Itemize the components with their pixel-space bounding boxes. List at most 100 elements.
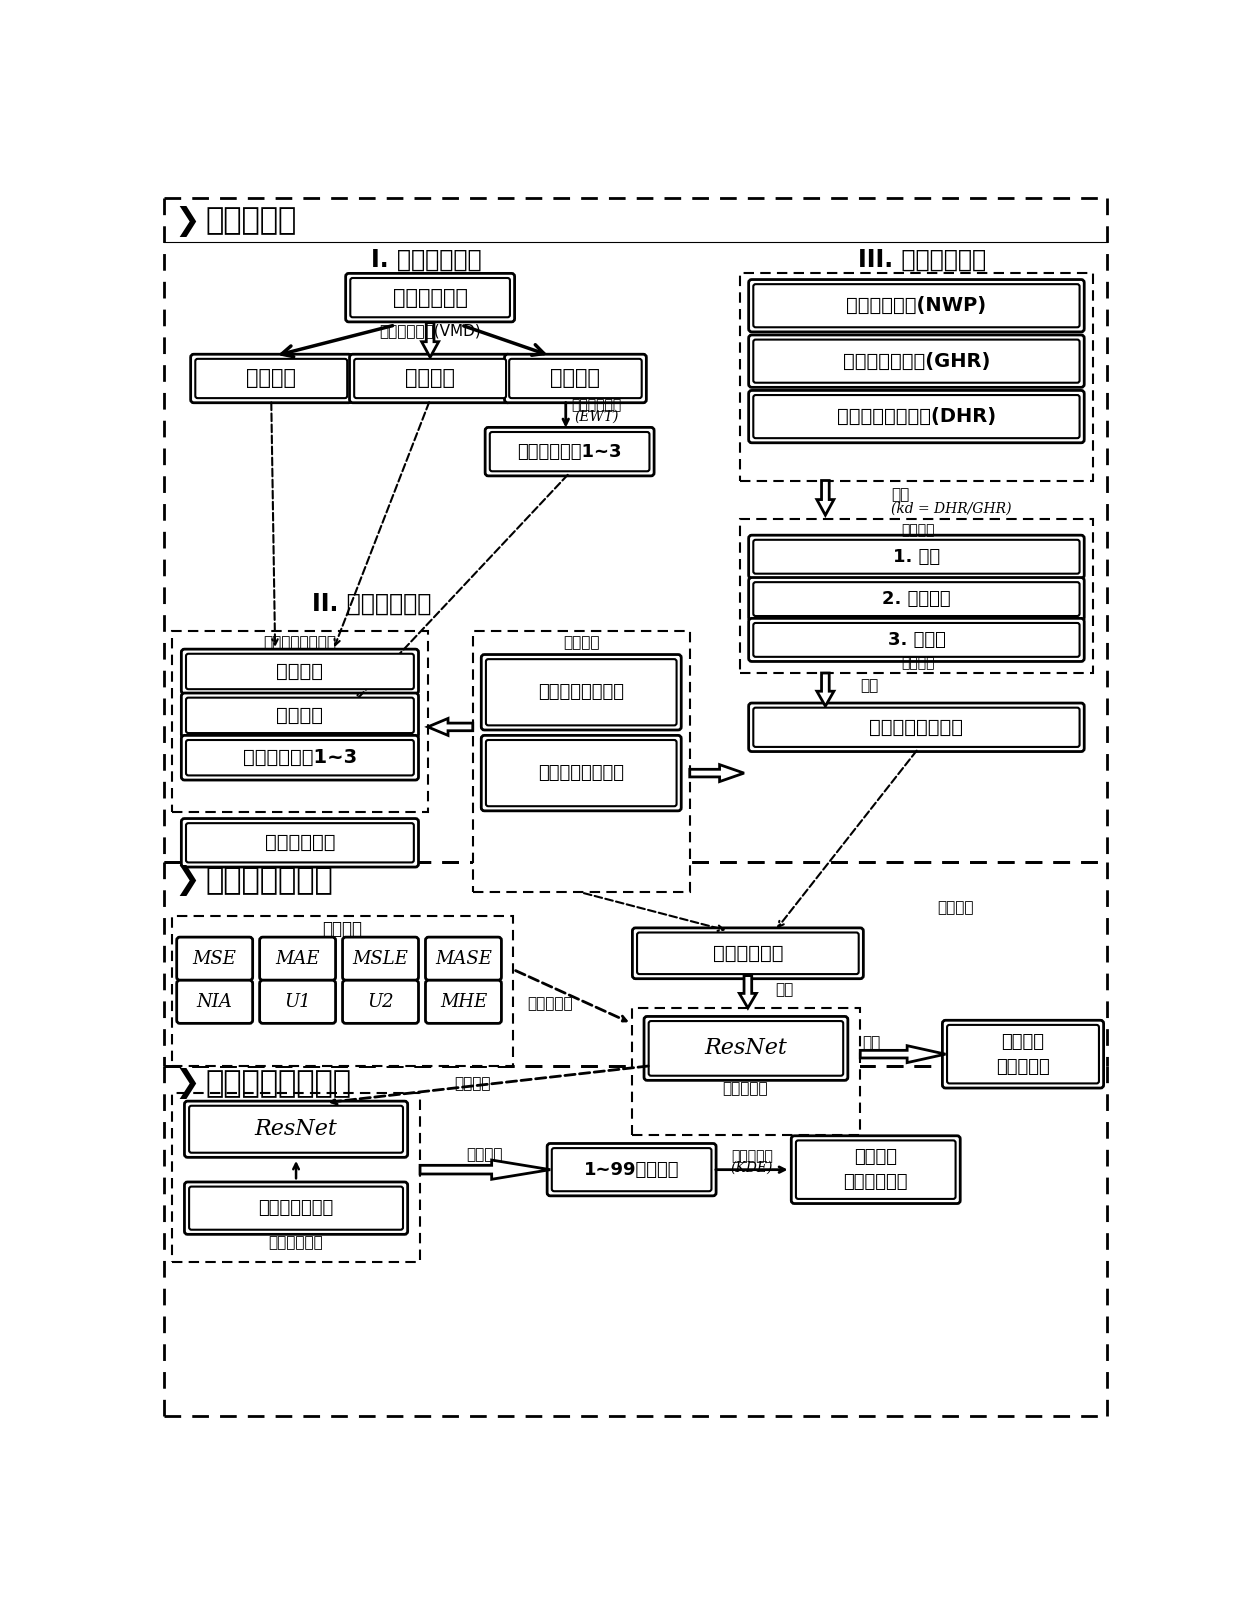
Text: 周期分量: 周期分量: [405, 369, 455, 388]
Bar: [740, 273, 1092, 481]
FancyBboxPatch shape: [791, 1136, 960, 1203]
FancyBboxPatch shape: [749, 577, 1084, 620]
FancyBboxPatch shape: [259, 936, 336, 980]
Text: U1: U1: [284, 992, 311, 1012]
Text: I. 光伏序列分解: I. 光伏序列分解: [371, 248, 481, 272]
FancyBboxPatch shape: [644, 1016, 848, 1080]
Text: 分位数损失函数: 分位数损失函数: [258, 1198, 334, 1218]
FancyBboxPatch shape: [749, 390, 1084, 443]
Text: 平稳随机分量1~3: 平稳随机分量1~3: [243, 748, 357, 767]
Text: 光伏功率
概率预测结果: 光伏功率 概率预测结果: [843, 1147, 908, 1191]
Polygon shape: [739, 976, 756, 1008]
Text: 趋势分量: 趋势分量: [277, 662, 324, 681]
Text: NIA: NIA: [197, 992, 233, 1012]
Text: 二维输入数据: 二维输入数据: [713, 944, 784, 962]
FancyBboxPatch shape: [486, 740, 677, 807]
Text: ResNet: ResNet: [704, 1037, 787, 1059]
Text: MHE: MHE: [440, 992, 487, 1012]
Text: 通道合并: 通道合并: [937, 900, 975, 916]
Text: MASE: MASE: [435, 949, 492, 968]
FancyBboxPatch shape: [754, 340, 1080, 382]
Bar: [631, 1008, 861, 1135]
FancyBboxPatch shape: [186, 654, 414, 689]
Text: 输入: 输入: [775, 983, 794, 997]
FancyBboxPatch shape: [754, 623, 1080, 657]
Text: 数据预处理: 数据预处理: [206, 206, 296, 235]
FancyBboxPatch shape: [754, 582, 1080, 617]
Text: U2: U2: [367, 992, 394, 1012]
Text: 损失函数: 损失函数: [322, 920, 362, 938]
FancyBboxPatch shape: [486, 658, 677, 725]
Text: 平稳随机分量1~3: 平稳随机分量1~3: [517, 443, 622, 460]
FancyBboxPatch shape: [181, 694, 419, 738]
Text: 光伏功率分解分量: 光伏功率分解分量: [263, 634, 336, 650]
FancyBboxPatch shape: [342, 980, 419, 1023]
Text: II. 输入维度重构: II. 输入维度重构: [312, 591, 432, 615]
Text: 数值气象预报(NWP): 数值气象预报(NWP): [847, 296, 987, 315]
FancyBboxPatch shape: [186, 698, 414, 733]
FancyBboxPatch shape: [749, 618, 1084, 662]
FancyBboxPatch shape: [176, 980, 253, 1023]
Text: 核密度估计: 核密度估计: [730, 1149, 773, 1163]
FancyBboxPatch shape: [188, 1106, 403, 1152]
Polygon shape: [689, 764, 744, 781]
FancyBboxPatch shape: [181, 649, 419, 694]
FancyBboxPatch shape: [754, 540, 1080, 574]
Bar: [740, 519, 1092, 673]
FancyBboxPatch shape: [942, 1020, 1104, 1088]
Text: 变分模态分解(VMD): 变分模态分解(VMD): [379, 323, 481, 337]
Text: 二维光伏分量输入: 二维光伏分量输入: [538, 684, 624, 702]
Text: 随机分量: 随机分量: [551, 369, 600, 388]
Text: 光伏功率点预测: 光伏功率点预测: [206, 866, 334, 895]
Bar: [472, 631, 689, 892]
Text: 2. 局部多云: 2. 局部多云: [882, 590, 951, 609]
Text: 历史气象数据: 历史气象数据: [264, 833, 335, 852]
Bar: [172, 916, 513, 1066]
FancyBboxPatch shape: [425, 980, 501, 1023]
FancyBboxPatch shape: [346, 273, 515, 321]
Text: 1~99百分位数: 1~99百分位数: [584, 1160, 680, 1179]
Text: 天气类型: 天气类型: [901, 657, 935, 670]
FancyBboxPatch shape: [490, 431, 650, 471]
Text: 历史太阳总辐射(GHR): 历史太阳总辐射(GHR): [843, 352, 990, 371]
Text: 周期分量: 周期分量: [277, 706, 324, 725]
FancyBboxPatch shape: [754, 395, 1080, 438]
Text: 元学习策略: 元学习策略: [527, 997, 573, 1012]
FancyBboxPatch shape: [749, 336, 1084, 387]
FancyBboxPatch shape: [259, 980, 336, 1023]
Polygon shape: [817, 673, 833, 706]
Text: ResNet: ResNet: [254, 1119, 337, 1141]
Text: 参数微调: 参数微调: [466, 1147, 502, 1162]
FancyBboxPatch shape: [185, 1101, 408, 1157]
FancyBboxPatch shape: [191, 355, 352, 403]
Text: 光伏功率概率预测: 光伏功率概率预测: [206, 1069, 351, 1098]
FancyBboxPatch shape: [481, 735, 681, 810]
Text: 光伏功率
点预测结果: 光伏功率 点预测结果: [996, 1032, 1050, 1075]
Polygon shape: [817, 481, 833, 515]
Polygon shape: [420, 1160, 551, 1179]
Text: 天气类型: 天气类型: [901, 524, 935, 537]
Text: 历史太阳直射辐射(DHR): 历史太阳直射辐射(DHR): [837, 407, 996, 427]
FancyBboxPatch shape: [176, 936, 253, 980]
FancyBboxPatch shape: [505, 355, 646, 403]
FancyBboxPatch shape: [637, 933, 858, 975]
FancyBboxPatch shape: [185, 1183, 408, 1234]
Text: ❯: ❯: [175, 866, 200, 896]
FancyBboxPatch shape: [196, 360, 347, 398]
Text: 迁移学习: 迁移学习: [455, 1075, 491, 1091]
FancyBboxPatch shape: [351, 278, 510, 318]
FancyBboxPatch shape: [181, 735, 419, 780]
Text: 3. 阴雨天: 3. 阴雨天: [888, 631, 945, 649]
Text: ❯: ❯: [175, 206, 200, 237]
Text: 分析: 分析: [892, 487, 909, 502]
FancyBboxPatch shape: [181, 818, 419, 868]
Text: MAE: MAE: [275, 949, 320, 968]
FancyBboxPatch shape: [749, 280, 1084, 332]
Text: 输出: 输出: [862, 1036, 880, 1050]
FancyBboxPatch shape: [552, 1147, 712, 1191]
Bar: [172, 631, 428, 812]
FancyBboxPatch shape: [186, 823, 414, 863]
Text: 点预测模型: 点预测模型: [723, 1082, 769, 1096]
FancyBboxPatch shape: [485, 427, 655, 476]
Text: 编码: 编码: [861, 679, 878, 694]
